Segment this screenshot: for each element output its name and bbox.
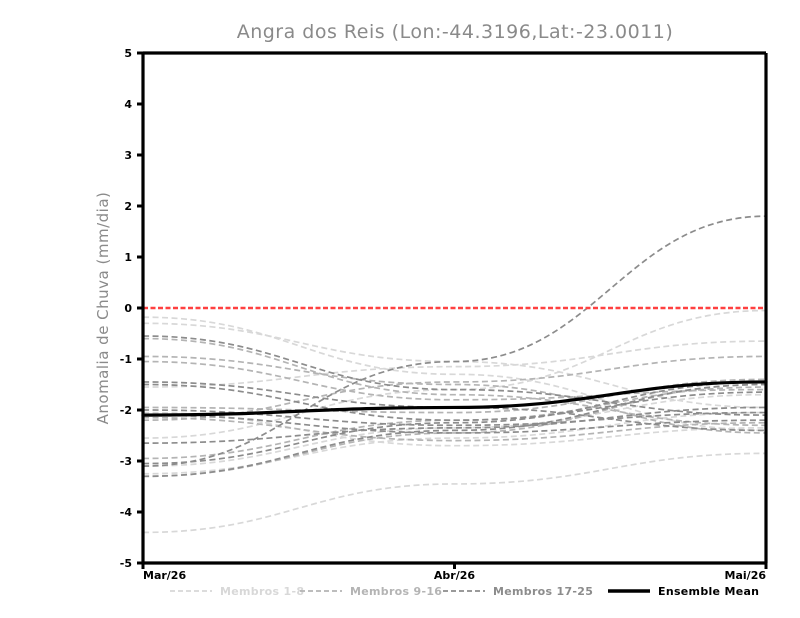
- y-tick-label: 3: [124, 149, 132, 162]
- member-line: [142, 381, 767, 465]
- member-line: [142, 414, 767, 434]
- member-line: [142, 393, 767, 467]
- y-tick-label: -1: [120, 353, 132, 366]
- y-axis-title: Anomalia de Chuva (mm/dia): [94, 192, 112, 425]
- ensemble-mean-line: [141, 380, 768, 417]
- legend-label-2: Membros 9-16: [350, 585, 442, 598]
- y-tick-label: 1: [124, 251, 132, 264]
- member-line: [142, 383, 767, 478]
- member-line: [142, 406, 767, 444]
- y-tick-label: -5: [120, 557, 132, 570]
- member-line: [142, 378, 767, 414]
- legend-label-1: Membros 1-8: [220, 585, 304, 598]
- member-line: [142, 383, 767, 422]
- y-tick-label: 0: [124, 302, 132, 315]
- member-series-lines: [142, 215, 767, 534]
- y-tick-label: 5: [124, 47, 132, 60]
- member-line: [142, 337, 767, 427]
- member-line: [142, 340, 767, 388]
- y-tick-label: 4: [124, 98, 132, 111]
- y-tick-label: -4: [120, 506, 133, 519]
- member-line: [142, 411, 767, 447]
- member-line: [142, 335, 767, 416]
- y-tick-label: -3: [120, 455, 132, 468]
- y-tick-label: -2: [120, 404, 132, 417]
- member-line: [142, 316, 767, 432]
- x-tick-label: Mar/26: [143, 569, 186, 582]
- member-line: [142, 355, 767, 422]
- member-line: [142, 416, 767, 442]
- member-line: [142, 360, 767, 401]
- chart-legend: Membros 1-8 Membros 9-16 Membros 17-25 Ense…: [170, 585, 759, 598]
- x-tick-label: Mai/26: [725, 569, 767, 582]
- x-tick-label: Abr/26: [434, 569, 475, 582]
- member-line: [142, 381, 767, 432]
- legend-label-4: Ensemble Mean: [658, 585, 759, 598]
- member-line: [142, 452, 767, 534]
- legend-label-3: Membros 17-25: [493, 585, 593, 598]
- member-line: [142, 355, 767, 434]
- page-title: Angra dos Reis (Lon:-44.3196,Lat:-23.001…: [237, 21, 674, 43]
- y-tick-label: 2: [124, 200, 132, 213]
- axis-frame: [141, 51, 768, 565]
- member-line: [142, 215, 767, 467]
